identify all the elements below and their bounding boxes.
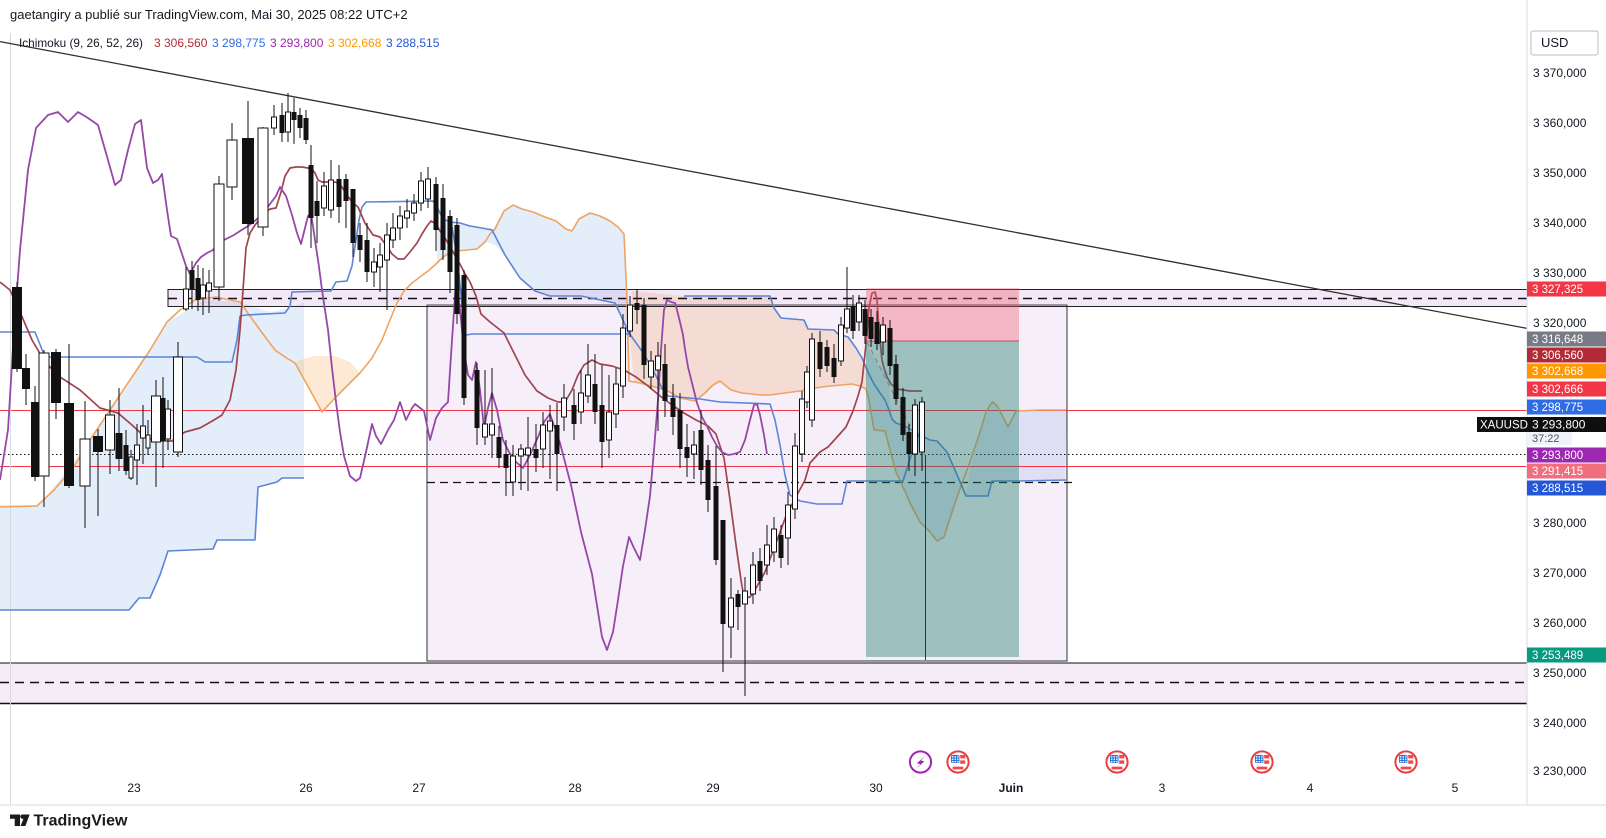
svg-text:3: 3: [1159, 781, 1166, 795]
svg-text:3 298,775: 3 298,775: [1532, 402, 1583, 414]
svg-text:3 316,648: 3 316,648: [1532, 334, 1583, 346]
svg-text:5: 5: [1452, 781, 1459, 795]
svg-text:3 298,775: 3 298,775: [212, 36, 266, 50]
svg-text:Juin: Juin: [999, 781, 1024, 795]
svg-text:3 253,489: 3 253,489: [1532, 650, 1583, 662]
svg-text:3 327,325: 3 327,325: [1532, 284, 1583, 296]
svg-text:3 260,000: 3 260,000: [1533, 616, 1587, 630]
svg-text:3 293,800: 3 293,800: [1532, 450, 1583, 462]
svg-text:XAUUSD: XAUUSD: [1480, 420, 1528, 432]
svg-text:28: 28: [568, 781, 582, 795]
svg-text:27: 27: [412, 781, 426, 795]
svg-text:30: 30: [869, 781, 883, 795]
svg-text:3 250,000: 3 250,000: [1533, 666, 1587, 680]
svg-text:3 350,000: 3 350,000: [1533, 166, 1587, 180]
svg-text:3 240,000: 3 240,000: [1533, 716, 1587, 730]
svg-text:3 302,668: 3 302,668: [328, 36, 382, 50]
svg-text:gaetangiry a publié sur Tradin: gaetangiry a publié sur TradingView.com,…: [10, 7, 408, 22]
svg-text:3 360,000: 3 360,000: [1533, 116, 1587, 130]
svg-text:4: 4: [1307, 781, 1314, 795]
svg-text:3 288,515: 3 288,515: [1532, 483, 1583, 495]
svg-text:3 230,000: 3 230,000: [1533, 764, 1587, 778]
svg-text:3 320,000: 3 320,000: [1533, 316, 1587, 330]
svg-text:29: 29: [706, 781, 720, 795]
svg-text:3 291,415: 3 291,415: [1532, 466, 1583, 478]
svg-text:3 306,560: 3 306,560: [154, 36, 208, 50]
svg-text:USD: USD: [1541, 35, 1568, 50]
svg-text:3 293,800: 3 293,800: [270, 36, 324, 50]
svg-text:3 270,000: 3 270,000: [1533, 566, 1587, 580]
svg-text:Ichimoku (9, 26, 52, 26): Ichimoku (9, 26, 52, 26): [19, 36, 143, 50]
svg-text:26: 26: [299, 781, 313, 795]
svg-text:23: 23: [127, 781, 141, 795]
svg-text:TradingView: TradingView: [34, 813, 129, 830]
svg-text:3 293,800: 3 293,800: [1532, 418, 1586, 432]
svg-text:3 280,000: 3 280,000: [1533, 516, 1587, 530]
svg-text:3 306,560: 3 306,560: [1532, 350, 1583, 362]
svg-text:3 302,668: 3 302,668: [1532, 366, 1583, 378]
svg-text:3 340,000: 3 340,000: [1533, 216, 1587, 230]
svg-text:3 370,000: 3 370,000: [1533, 66, 1587, 80]
svg-text:3 288,515: 3 288,515: [386, 36, 440, 50]
svg-text:3 330,000: 3 330,000: [1533, 266, 1587, 280]
svg-text:3 302,666: 3 302,666: [1532, 384, 1583, 396]
svg-text:37:22: 37:22: [1532, 433, 1560, 445]
